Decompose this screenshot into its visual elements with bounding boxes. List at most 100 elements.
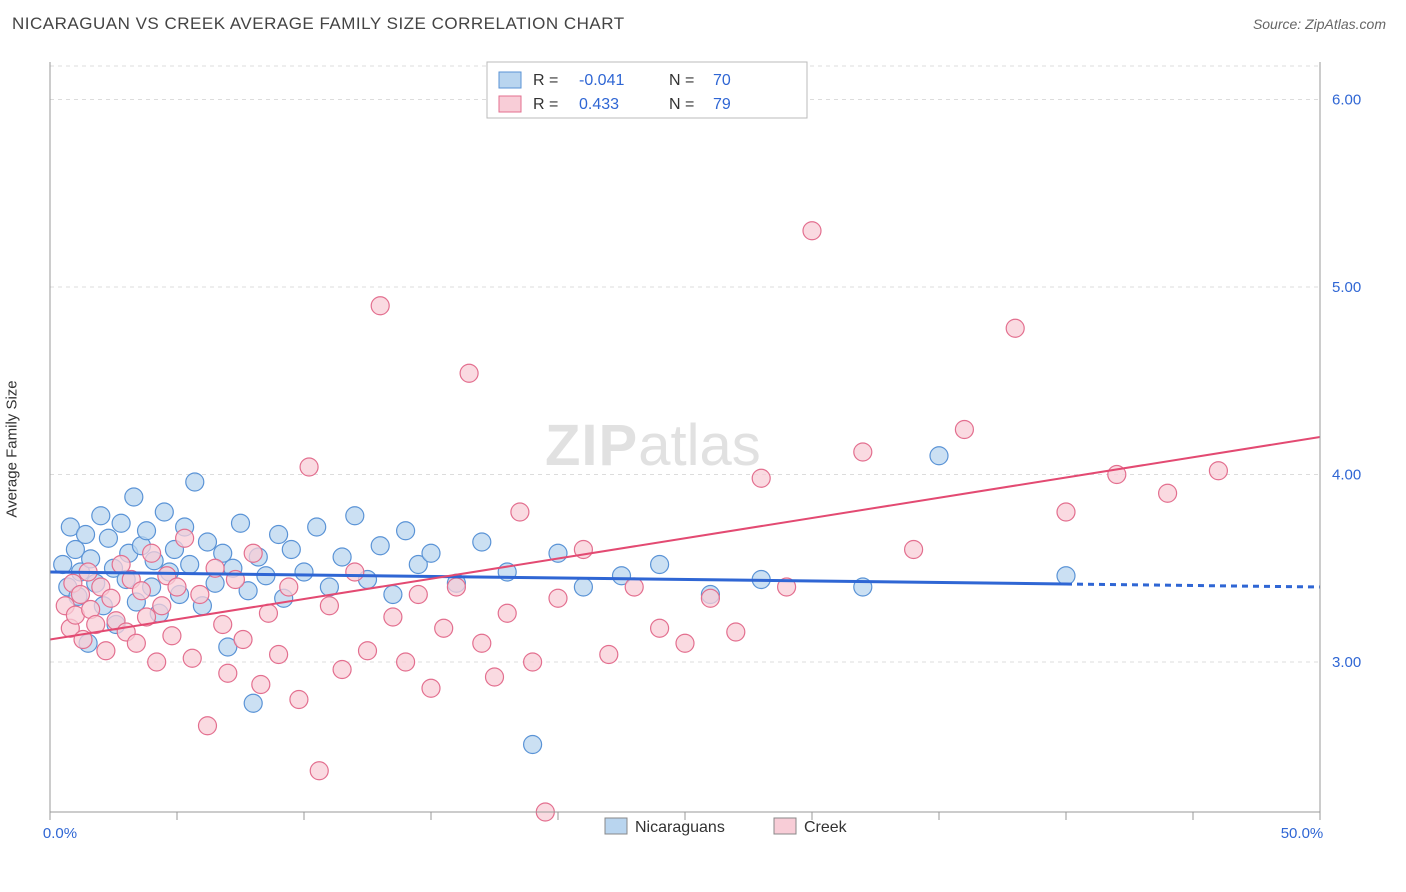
data-point	[574, 578, 592, 596]
data-point	[1209, 462, 1227, 480]
data-point	[346, 563, 364, 581]
data-point	[676, 634, 694, 652]
data-point	[930, 447, 948, 465]
data-point	[300, 458, 318, 476]
legend-swatch	[605, 818, 627, 834]
svg-text:79: 79	[713, 96, 731, 113]
data-point	[259, 604, 277, 622]
data-point	[397, 653, 415, 671]
data-point	[473, 533, 491, 551]
data-point	[270, 646, 288, 664]
data-point	[473, 634, 491, 652]
data-point	[371, 297, 389, 315]
svg-text:N =: N =	[669, 72, 694, 89]
legend-swatch	[499, 72, 521, 88]
data-point	[310, 762, 328, 780]
data-point	[183, 649, 201, 667]
scatter-chart: 3.00 4.00 5.00 6.00 ZIPatlas 0.0% 50.0% R = -0.0…	[42, 54, 1378, 850]
chart-title: NICARAGUAN VS CREEK AVERAGE FAMILY SIZE …	[12, 14, 625, 34]
data-point	[549, 589, 567, 607]
svg-text:5.00: 5.00	[1332, 279, 1361, 296]
data-point	[320, 597, 338, 615]
data-point	[176, 529, 194, 547]
svg-text:4.00: 4.00	[1332, 467, 1361, 484]
data-point	[346, 507, 364, 525]
svg-text:70: 70	[713, 72, 731, 89]
data-point	[270, 526, 288, 544]
data-point	[181, 556, 199, 574]
svg-text:R =: R =	[533, 96, 558, 113]
data-point	[92, 507, 110, 525]
svg-text:50.0%: 50.0%	[1281, 825, 1324, 842]
data-point	[163, 627, 181, 645]
data-point	[77, 526, 95, 544]
data-point	[524, 653, 542, 671]
data-point	[359, 642, 377, 660]
data-point	[198, 533, 216, 551]
data-point	[132, 582, 150, 600]
data-point	[701, 589, 719, 607]
legend-label: Creek	[804, 819, 848, 836]
data-point	[1057, 567, 1075, 585]
data-point	[1057, 503, 1075, 521]
data-point	[422, 544, 440, 562]
svg-text:R =: R =	[533, 72, 558, 89]
data-point	[854, 443, 872, 461]
data-point	[252, 676, 270, 694]
legend-label: Nicaraguans	[635, 819, 725, 836]
data-point	[422, 679, 440, 697]
data-point	[97, 642, 115, 660]
data-point	[486, 668, 504, 686]
trend-line	[50, 572, 1066, 584]
data-point	[651, 619, 669, 637]
data-point	[651, 556, 669, 574]
data-point	[99, 529, 117, 547]
data-point	[1006, 319, 1024, 337]
data-point	[333, 548, 351, 566]
data-point	[168, 578, 186, 596]
data-point	[752, 469, 770, 487]
y-axis-label: Average Family Size	[4, 380, 21, 517]
trend-line-dashed	[1066, 584, 1320, 587]
data-point	[371, 537, 389, 555]
svg-text:0.0%: 0.0%	[43, 825, 77, 842]
data-point	[447, 578, 465, 596]
data-point	[138, 522, 156, 540]
svg-text:6.00: 6.00	[1332, 92, 1361, 109]
data-point	[333, 661, 351, 679]
data-point	[112, 514, 130, 532]
data-point	[153, 597, 171, 615]
data-point	[219, 664, 237, 682]
data-point	[198, 717, 216, 735]
data-point	[244, 694, 262, 712]
data-point	[905, 541, 923, 559]
data-point	[1159, 484, 1177, 502]
data-point	[803, 222, 821, 240]
data-point	[127, 634, 145, 652]
data-point	[460, 364, 478, 382]
data-point	[409, 586, 427, 604]
data-point	[280, 578, 298, 596]
data-point	[125, 488, 143, 506]
data-point	[214, 616, 232, 634]
data-point	[155, 503, 173, 521]
svg-text:3.00: 3.00	[1332, 654, 1361, 671]
chart-header: NICARAGUAN VS CREEK AVERAGE FAMILY SIZE …	[0, 0, 1406, 44]
data-point	[384, 608, 402, 626]
data-point	[498, 604, 516, 622]
data-point	[384, 586, 402, 604]
data-point	[244, 544, 262, 562]
svg-text:-0.041: -0.041	[579, 72, 624, 89]
data-point	[148, 653, 166, 671]
data-point	[511, 503, 529, 521]
data-point	[282, 541, 300, 559]
data-point	[727, 623, 745, 641]
legend-swatch	[774, 818, 796, 834]
data-point	[102, 589, 120, 607]
svg-text:N =: N =	[669, 96, 694, 113]
data-point	[191, 586, 209, 604]
data-point	[625, 578, 643, 596]
data-point	[186, 473, 204, 491]
data-point	[234, 631, 252, 649]
watermark: ZIPatlas	[545, 413, 761, 478]
